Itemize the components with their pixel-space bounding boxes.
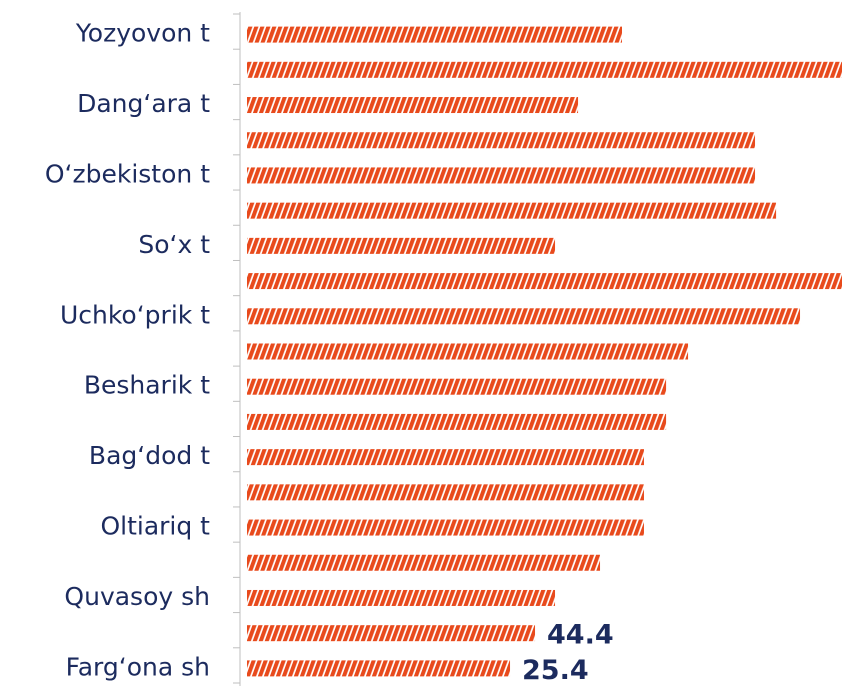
bar bbox=[247, 308, 801, 325]
category-label: Dang‘ara t bbox=[77, 89, 210, 118]
category-label: O‘zbekiston t bbox=[45, 159, 210, 188]
bar bbox=[247, 343, 689, 360]
bar bbox=[247, 484, 644, 501]
bar bbox=[247, 589, 556, 606]
category-label: Yozyovon t bbox=[75, 19, 210, 48]
bar bbox=[247, 26, 622, 43]
category-label: Farg‘ona sh bbox=[66, 652, 210, 681]
bar bbox=[247, 378, 667, 395]
category-label: Besharik t bbox=[84, 371, 210, 400]
bar bbox=[247, 61, 842, 78]
bar bbox=[247, 167, 756, 184]
bar bbox=[247, 202, 777, 219]
bar bbox=[247, 519, 644, 536]
category-label: Quvasoy sh bbox=[64, 582, 210, 611]
category-label: Oltiariq t bbox=[100, 512, 210, 541]
bar bbox=[247, 273, 842, 290]
bar bbox=[247, 449, 644, 466]
category-label: So‘x t bbox=[138, 230, 210, 259]
bar bbox=[247, 237, 556, 254]
bar bbox=[247, 625, 536, 642]
category-label: Uchko‘prik t bbox=[60, 300, 210, 329]
bar bbox=[247, 97, 579, 114]
bar bbox=[247, 554, 601, 571]
bar bbox=[247, 660, 511, 677]
value-label: 44.4 bbox=[547, 620, 614, 651]
bar bbox=[247, 132, 756, 149]
bar bbox=[247, 413, 667, 430]
category-label: Bag‘dod t bbox=[89, 441, 210, 470]
value-label: 25.4 bbox=[522, 655, 589, 686]
